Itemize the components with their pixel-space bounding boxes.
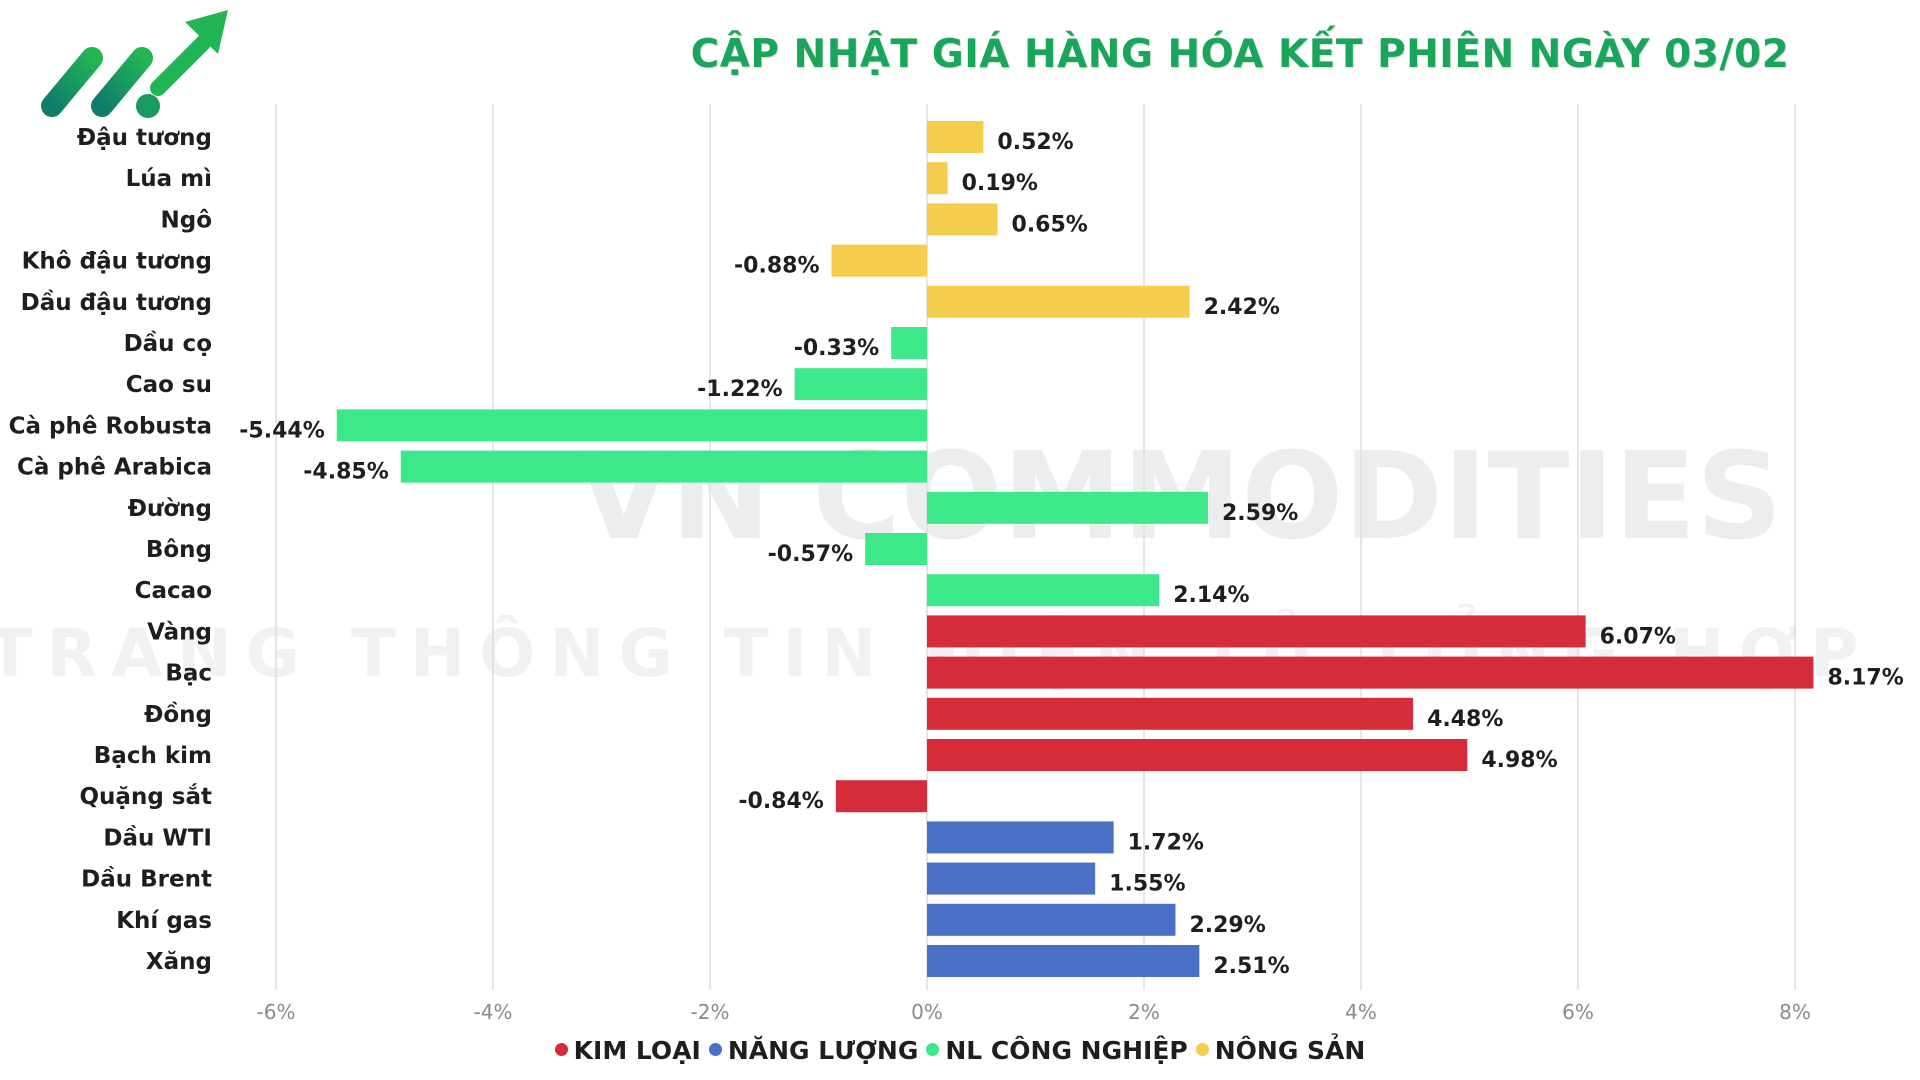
bar: [927, 821, 1114, 854]
bars: [336, 121, 1814, 977]
value-label: 2.51%: [1213, 954, 1289, 979]
category-label: Dầu cọ: [124, 330, 212, 357]
category-label: Dầu đậu tương: [21, 289, 212, 316]
value-label: -0.88%: [734, 254, 819, 279]
category-labels: Đậu tương Lúa mì Ngô Khô đậu tương Dầu đậu t…: [9, 125, 212, 975]
bar: [927, 121, 984, 153]
category-label: Đồng: [144, 701, 212, 728]
value-label: -5.44%: [239, 418, 324, 443]
legend-item: KIM LOẠI: [554, 1036, 701, 1065]
bar: [927, 491, 1209, 524]
x-tick-label: -2%: [691, 1000, 730, 1024]
value-label: 6.07%: [1600, 624, 1676, 649]
value-label: 4.98%: [1481, 748, 1557, 773]
value-label: 1.55%: [1109, 872, 1185, 897]
legend-dot-icon: [926, 1043, 940, 1056]
value-label: -4.85%: [303, 460, 388, 485]
category-label: Bạc: [165, 661, 212, 687]
category-label: Dầu WTI: [103, 824, 212, 851]
x-axis-ticks: -6% -4% -2% 0% 2% 4% 6% 8%: [257, 1000, 1811, 1024]
bar: [336, 409, 927, 442]
x-tick-label: 4%: [1345, 1000, 1377, 1024]
category-label: Vàng: [147, 619, 212, 645]
category-label: Bạch kim: [94, 743, 212, 769]
value-label: 2.42%: [1204, 295, 1280, 320]
bar: [865, 533, 927, 565]
category-label: Cà phê Robusta: [9, 413, 212, 439]
bar: [927, 285, 1190, 318]
bar: [831, 244, 927, 277]
value-label: -0.57%: [768, 542, 853, 567]
legend-label: KIM LOẠI: [573, 1036, 701, 1065]
x-tick-label: 6%: [1562, 1000, 1594, 1024]
value-label: 2.29%: [1189, 913, 1265, 938]
bar: [794, 368, 927, 401]
bar: [891, 327, 927, 359]
x-tick-label: 2%: [1128, 1000, 1160, 1024]
bar: [927, 739, 1468, 771]
watermark: VN COMMODITIES TRANG THÔNG TIN ĐIỆN TỬ T…: [0, 428, 1858, 692]
category-label: Quặng sắt: [80, 783, 213, 810]
value-label: 4.48%: [1427, 707, 1503, 732]
legend-dot-icon: [554, 1043, 568, 1056]
bar: [927, 945, 1200, 977]
value-label: 0.65%: [1012, 212, 1088, 237]
category-label: Ngô: [160, 207, 212, 233]
x-tick-label: -4%: [474, 1000, 513, 1024]
value-label: -1.22%: [697, 377, 782, 402]
legend-item: NĂNG LƯỢNG: [708, 1036, 919, 1065]
legend-label: NÔNG SẢN: [1214, 1036, 1366, 1065]
trend-up-arrow-logo-icon: [41, 10, 228, 118]
value-label: 8.17%: [1827, 666, 1903, 691]
value-label: 2.59%: [1222, 501, 1298, 526]
bar: [400, 450, 927, 483]
bar: [927, 656, 1814, 689]
bar: [927, 862, 1096, 895]
category-label: Bông: [146, 537, 212, 563]
bar: [927, 697, 1414, 730]
value-label: 1.72%: [1128, 830, 1204, 855]
value-labels: 0.52% 0.19% 0.65% -0.88% 2.42% -0.33% -1.22% -5…: [239, 130, 1903, 979]
legend-dot-icon: [708, 1043, 722, 1056]
category-label: Đậu tương: [77, 125, 212, 151]
legend-dot-icon: [1195, 1043, 1209, 1056]
bar: [927, 574, 1160, 607]
value-label: -0.33%: [794, 336, 879, 361]
bar: [927, 162, 948, 195]
category-label: Lúa mì: [126, 166, 212, 192]
category-label: Cao su: [126, 372, 212, 398]
bar: [927, 615, 1586, 648]
legend-label: NL CÔNG NGHIỆP: [945, 1036, 1188, 1065]
category-label: Dầu Brent: [81, 866, 212, 893]
chart-title: CẬP NHẬT GIÁ HÀNG HÓA KẾT PHIÊN NGÀY 03/…: [690, 32, 1790, 77]
legend-label: NĂNG LƯỢNG: [727, 1036, 919, 1065]
bar: [835, 780, 927, 813]
x-tick-label: 0%: [911, 1000, 943, 1024]
value-label: 0.52%: [997, 130, 1073, 155]
category-label: Cà phê Arabica: [17, 455, 212, 481]
category-label: Khô đậu tương: [22, 249, 212, 275]
category-label: Đường: [128, 496, 212, 522]
legend-item: NÔNG SẢN: [1195, 1036, 1366, 1065]
category-label: Xăng: [146, 949, 212, 975]
value-label: -0.84%: [738, 789, 823, 814]
category-label: Cacao: [135, 578, 212, 604]
legend: KIM LOẠI NĂNG LƯỢNG NL CÔNG NGHIỆP NÔNG SẢN: [0, 1036, 1920, 1065]
x-tick-label: 8%: [1779, 1000, 1811, 1024]
legend-item: NL CÔNG NGHIỆP: [926, 1036, 1188, 1065]
bar: [927, 203, 998, 236]
category-label: Khí gas: [116, 908, 212, 934]
value-label: 2.14%: [1173, 583, 1249, 608]
value-label: 0.19%: [962, 171, 1038, 196]
x-tick-label: -6%: [257, 1000, 296, 1024]
bar: [927, 903, 1176, 936]
